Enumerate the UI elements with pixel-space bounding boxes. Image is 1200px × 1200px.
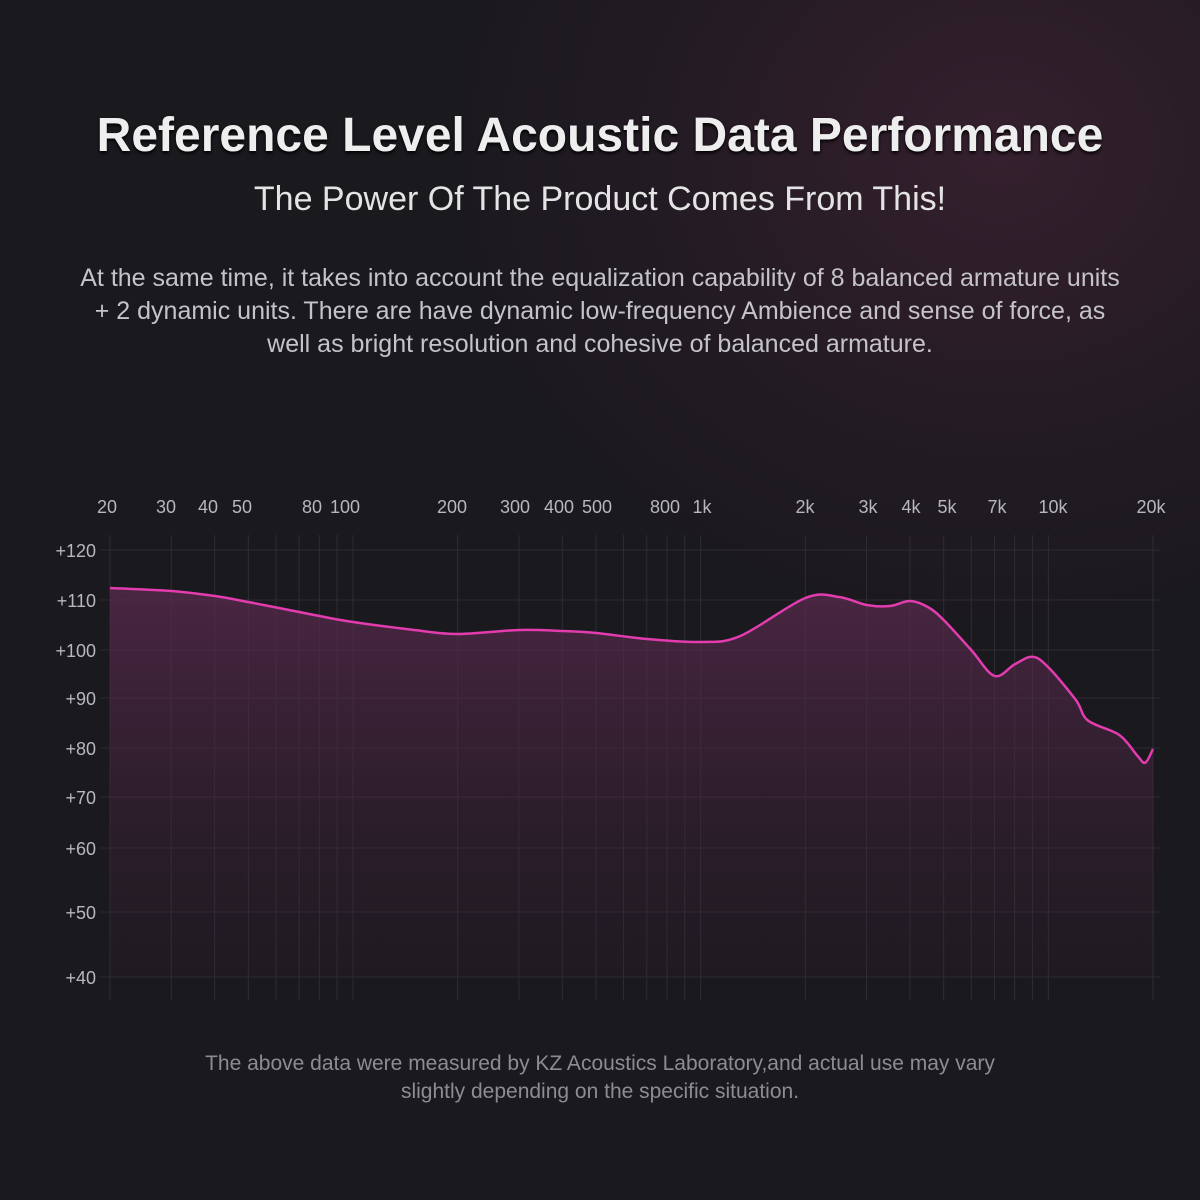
page-subtitle: The Power Of The Product Comes From This…: [253, 180, 947, 218]
x-tick-label: 500: [582, 497, 612, 517]
page-title: Reference Level Acoustic Data Performanc…: [96, 109, 1104, 162]
x-tick-label: 40: [198, 497, 218, 517]
x-tick-label: 100: [330, 497, 360, 517]
x-tick-label: 80: [302, 497, 322, 517]
description: At the same time, it takes into account …: [80, 264, 1120, 358]
y-tick-label: +120: [55, 541, 96, 561]
y-tick-label: +90: [65, 689, 96, 709]
x-tick-label: 20k: [1136, 497, 1166, 517]
y-tick-label: +40: [65, 968, 96, 988]
y-tick-label: +80: [65, 739, 96, 759]
y-tick-label: +60: [65, 839, 96, 859]
x-tick-label: 1k: [692, 497, 712, 517]
x-tick-label: 7k: [987, 497, 1007, 517]
y-tick-label: +70: [65, 788, 96, 808]
x-tick-label: 300: [500, 497, 530, 517]
x-tick-label: 5k: [937, 497, 957, 517]
x-tick-label: 200: [437, 497, 467, 517]
response-area-fill: [110, 588, 1153, 977]
x-tick-label: 800: [650, 497, 680, 517]
x-tick-label: 3k: [858, 497, 878, 517]
x-tick-label: 4k: [901, 497, 921, 517]
footnote: The above data were measured by KZ Acous…: [205, 1052, 995, 1103]
y-tick-label: +100: [55, 641, 96, 661]
x-tick-label: 20: [97, 497, 117, 517]
y-tick-label: +110: [57, 591, 96, 611]
x-tick-label: 2k: [795, 497, 815, 517]
y-tick-label: +50: [65, 903, 96, 923]
x-tick-label: 400: [544, 497, 574, 517]
x-tick-label: 10k: [1038, 497, 1068, 517]
response-line: [109, 586, 1155, 765]
x-tick-label: 50: [232, 497, 252, 517]
x-tick-label: 30: [156, 497, 176, 517]
